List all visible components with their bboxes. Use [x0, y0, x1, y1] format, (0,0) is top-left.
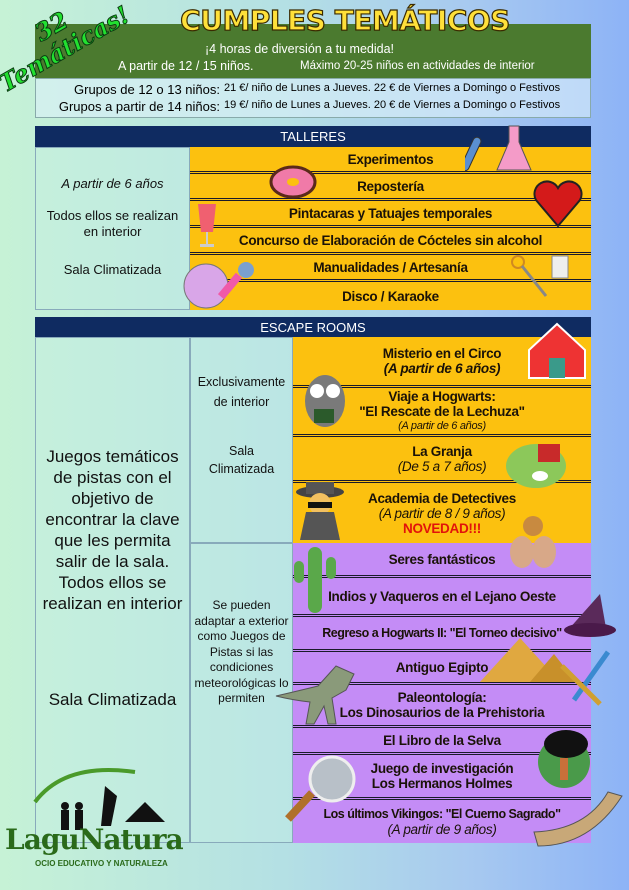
magnifying-glass-icon: [285, 755, 356, 822]
talleres-header: TALLERES: [35, 126, 591, 147]
room-note: (A partir de 6 años): [383, 361, 501, 376]
taller-label: Manualidades / Artesanía: [313, 259, 468, 275]
taller-label: Experimentos: [347, 151, 434, 167]
adaptable-cell: Se pueden adaptar a exterior como Juegos…: [190, 543, 293, 843]
room-name: La Granja: [412, 443, 472, 459]
owl-icon: [305, 375, 345, 427]
room-name: El Libro de la Selva: [383, 732, 501, 748]
indoor-only-cell: Exclusivamente de interior Sala Climatiz…: [190, 337, 293, 543]
lab-flask-icon: [465, 125, 532, 172]
witch-hat-icon: [564, 594, 616, 637]
taller-item: Disco / Karaoke: [190, 282, 591, 310]
price-text: 19 €/ niño de Lunes a Jueves. 20 € de Vi…: [224, 99, 561, 111]
room-name: Academia de Detectives: [368, 490, 516, 506]
room-name: Paleontología:: [397, 690, 487, 705]
donut-icon: [269, 165, 317, 199]
taller-item: Pintacaras y Tatuajes temporales: [190, 201, 591, 228]
room-note: (A partir de 8 / 9 años): [378, 505, 506, 521]
taller-label: Pintacaras y Tatuajes temporales: [288, 205, 493, 221]
jungle-book-icon: [538, 730, 590, 788]
room-name: Regreso a Hogwarts II: "El Torneo decisi…: [322, 625, 562, 640]
escape-description: Juegos temáticos de pistas con el objeti…: [42, 447, 183, 613]
room-name: Antiguo Egipto: [395, 659, 489, 675]
escape-info: Juegos temáticos de pistas con el objeti…: [35, 337, 190, 843]
price-row: Grupos a partir de 14 niños: 19 €/ niño d…: [36, 99, 590, 116]
room-note: (A partir de 6 años): [398, 419, 486, 432]
age-label: A partir de 6 años: [61, 176, 164, 191]
page-title: CUMPLES TEMÁTICOS: [180, 3, 511, 37]
viking-horn-icon: [533, 791, 623, 847]
escape-room-item: Regreso a Hogwarts II: "El Torneo decisi…: [293, 617, 591, 652]
taller-item: Repostería: [190, 174, 591, 201]
taller-label: Concurso de Elaboración de Cócteles sin …: [238, 232, 543, 248]
logo-silhouettes-icon: [33, 768, 165, 830]
room-name2: Los Hermanos Holmes: [371, 776, 513, 791]
outdoor-note: Se pueden adaptar a exterior como Juegos…: [194, 598, 289, 705]
room-name2: "El Rescate de la Lechuza": [359, 403, 525, 419]
room-note: (A partir de 9 años): [387, 821, 497, 837]
taller-label: Repostería: [357, 178, 424, 194]
indoor-label: Todos ellos se realizan en interior: [46, 208, 179, 239]
circus-tent-icon: [528, 322, 586, 379]
room-name: Los últimos Vikingos: "El Cuerno Sagrado…: [323, 806, 562, 821]
logo-tagline: Ocio Educativo y Naturaleza: [35, 859, 168, 868]
detective-icon: [296, 482, 344, 540]
climate-label: Sala Climatizada: [208, 444, 275, 476]
climate-label: Sala Climatizada: [48, 690, 177, 709]
price-box: Grupos de 12 o 13 niños: 21 €/ niño de Lu…: [35, 78, 591, 118]
laguNatura-logo: LaguNatura Ocio Educativo y Naturaleza: [5, 762, 185, 877]
taller-label: Disco / Karaoke: [342, 288, 439, 304]
farm-barn-icon: [506, 444, 566, 488]
escape-room-item: Indios y Vaqueros en el Lejano Oeste: [293, 578, 591, 617]
room-name: Juego de investigación: [370, 761, 514, 776]
room-name2: Los Dinosaurios de la Prehistoria: [339, 705, 545, 720]
scissors-glue-icon: [511, 255, 569, 297]
dinosaur-icon: [275, 665, 355, 725]
header-banner: [35, 24, 591, 78]
indoor-only-label: Exclusivamente de interior: [197, 375, 286, 409]
room-name: Viaje a Hogwarts:: [388, 388, 496, 404]
cactus-icon: [294, 547, 336, 613]
disco-ball-icon: [183, 262, 254, 309]
room-name: Seres fantásticos: [388, 551, 496, 567]
escape-header: ESCAPE ROOMS: [35, 317, 591, 338]
room-badge: NOVEDAD!!!: [403, 520, 481, 536]
price-group: Grupos de 12 o 13 niños:: [74, 82, 220, 97]
cocktail-icon: [198, 204, 216, 247]
room-name: Misterio en el Circo: [382, 346, 502, 361]
price-text: 21 €/ niño de Lunes a Jueves. 22 € de Vi…: [224, 82, 561, 94]
pyramids-crook-icon: [480, 638, 611, 706]
price-row: Grupos de 12 o 13 niños: 21 €/ niño de Lu…: [36, 82, 590, 99]
room-name: Indios y Vaqueros en el Lejano Oeste: [328, 588, 556, 604]
fairy-icon: [510, 516, 556, 568]
tattoo-heart-icon: [533, 180, 583, 228]
taller-item: Concurso de Elaboración de Cócteles sin …: [190, 228, 591, 255]
logo-name: LaguNatura: [5, 823, 184, 856]
climate-label: Sala Climatizada: [63, 262, 162, 277]
tagline: ¡4 horas de diversión a tu medida!: [205, 42, 394, 56]
min-kids: A partir de 12 / 15 niños.: [118, 59, 254, 73]
room-note: (De 5 a 7 años): [397, 458, 487, 474]
max-kids: Máximo 20-25 niños en actividades de int…: [300, 60, 535, 72]
talleres-info: A partir de 6 años Todos ellos se realiz…: [35, 147, 190, 310]
price-group: Grupos a partir de 14 niños:: [58, 99, 220, 114]
